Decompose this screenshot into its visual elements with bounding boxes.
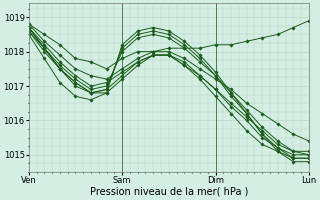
X-axis label: Pression niveau de la mer( hPa ): Pression niveau de la mer( hPa ) bbox=[90, 187, 248, 197]
